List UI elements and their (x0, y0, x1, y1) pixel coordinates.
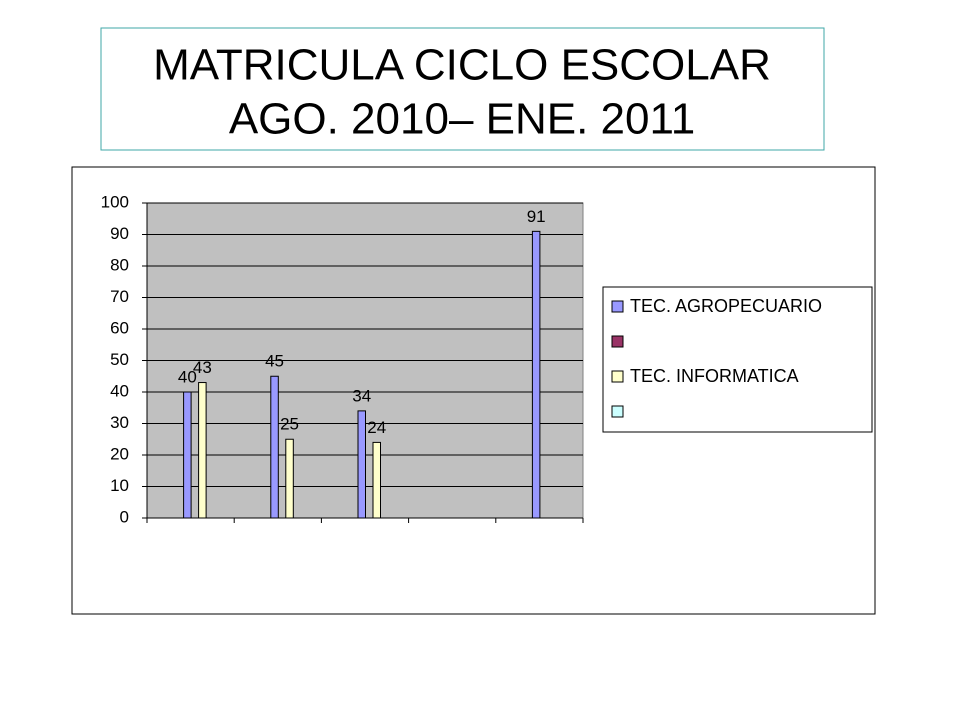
value-label: 25 (280, 415, 299, 434)
bar (198, 382, 207, 519)
value-label: 24 (367, 418, 386, 437)
value-label: 40 (178, 367, 197, 386)
y-tick-label: 70 (110, 287, 129, 306)
bar (270, 375, 279, 519)
bar (183, 391, 192, 519)
value-label: 91 (527, 207, 546, 226)
y-tick-label: 80 (110, 255, 129, 274)
legend-label: TEC. AGROPECUARIO (630, 296, 822, 316)
title-line: MATRICULA CICLO ESCOLAR (153, 41, 771, 90)
title-line: AGO. 2010– ENE. 2011 (229, 95, 695, 144)
title-box (100, 27, 825, 151)
value-label: 45 (265, 352, 284, 371)
y-tick-label: 60 (110, 318, 129, 337)
bar (285, 438, 294, 519)
y-tick-label: 100 (101, 192, 129, 211)
bar (357, 410, 366, 519)
legend-swatch (611, 405, 624, 418)
legend-swatch (611, 335, 624, 348)
y-tick-label: 90 (110, 224, 129, 243)
legend-label: TEC. INFORMATICA (630, 366, 799, 386)
legend-box (602, 286, 873, 433)
y-tick-label: 50 (110, 350, 129, 369)
legend-swatch (611, 300, 624, 313)
value-label: 43 (193, 358, 212, 377)
bar (372, 441, 381, 519)
y-tick-label: 30 (110, 413, 129, 432)
y-tick-label: 40 (110, 381, 129, 400)
y-tick-label: 10 (110, 476, 129, 495)
y-tick-label: 20 (110, 444, 129, 463)
legend-swatch (611, 370, 624, 383)
y-tick-label: 0 (120, 507, 129, 526)
value-label: 34 (352, 386, 371, 405)
bar (531, 230, 541, 519)
